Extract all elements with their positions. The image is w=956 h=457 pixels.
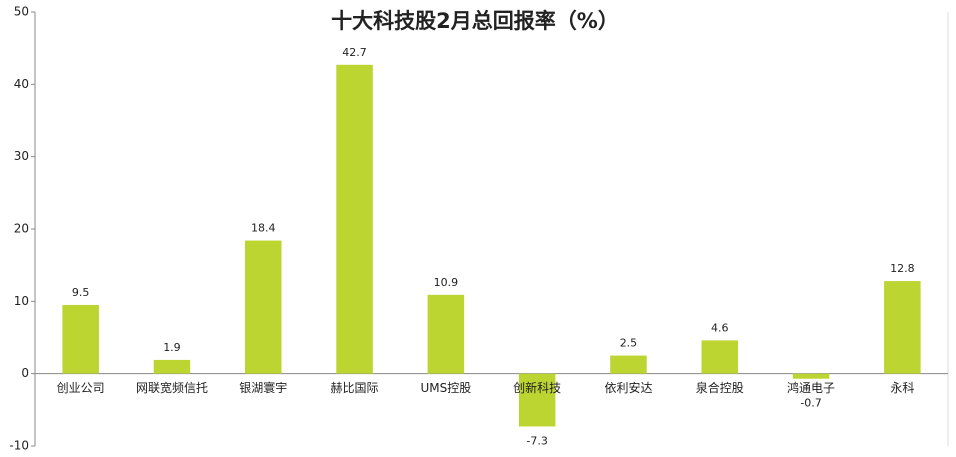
value-label: 4.6 (711, 321, 729, 334)
value-label: 2.5 (620, 337, 638, 350)
value-label: -7.3 (526, 434, 547, 447)
y-tick-label: 20 (14, 222, 29, 236)
x-tick-label: UMS控股 (420, 381, 471, 395)
bar (610, 355, 647, 374)
x-tick-label: 泉合控股 (696, 380, 744, 395)
y-tick-label: 0 (21, 366, 29, 380)
value-label: 18.4 (251, 222, 276, 235)
bar (701, 340, 739, 374)
value-label: 1.9 (163, 341, 181, 354)
bar (244, 240, 282, 374)
bar (427, 294, 465, 374)
bar (153, 359, 191, 374)
y-tick-label: 10 (14, 294, 29, 308)
chart-title: 十大科技股2月总回报率（%） (331, 9, 619, 33)
bar (62, 304, 99, 374)
bar (792, 373, 830, 379)
value-label: 42.7 (342, 46, 367, 59)
value-label: 12.8 (890, 262, 915, 275)
x-tick-label: 永科 (890, 381, 914, 395)
y-tick-label: 30 (14, 149, 29, 163)
x-tick-label: 网联宽频信托 (136, 380, 208, 395)
x-tick-label: 依利安达 (604, 380, 652, 395)
y-tick-label: 40 (14, 77, 29, 91)
value-label: -0.7 (800, 397, 821, 410)
bar (336, 64, 373, 374)
y-tick-label: 50 (14, 5, 29, 19)
value-label: 10.9 (434, 276, 459, 289)
x-tick-label: 鸿通电子 (787, 381, 835, 395)
y-tick-label: -10 (9, 439, 29, 453)
value-label: 9.5 (72, 286, 90, 299)
bar (518, 373, 556, 427)
x-tick-label: 银湖寰宇 (239, 380, 287, 395)
x-tick-label: 创新科技 (513, 380, 561, 395)
x-tick-label: 创业公司 (57, 381, 105, 395)
bar (884, 281, 921, 374)
x-tick-label: 赫比国际 (331, 381, 379, 395)
